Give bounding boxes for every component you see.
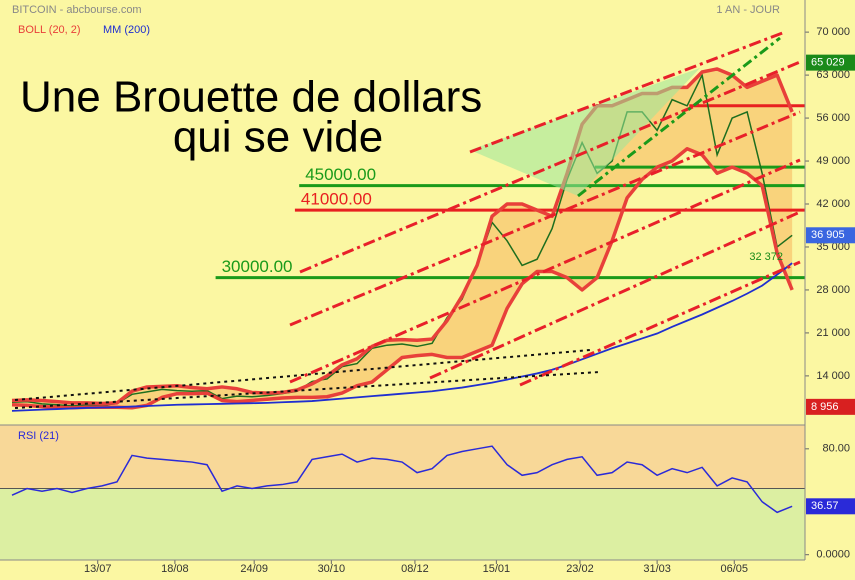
price-marker-label: 36 905	[811, 229, 845, 241]
rsi-marker	[806, 498, 855, 515]
y-tick-label: 42 000	[816, 198, 850, 210]
channel-line	[289, 158, 801, 384]
channel-line	[299, 60, 801, 274]
rsi-title: RSI (21)	[18, 430, 59, 442]
channel-line	[289, 110, 801, 327]
overlay-layer: 14 000 21 000 28 000 35 000 42 000 49 000 56 0…	[84, 26, 855, 575]
ma-label: 32 372	[749, 251, 783, 263]
price-marker	[806, 227, 855, 244]
dotted-lines	[14, 349, 601, 409]
x-tick-label: 08/12	[401, 563, 429, 575]
y-tick-label: 28 000	[816, 284, 850, 296]
x-tick-label: 31/03	[643, 563, 671, 575]
y-tick-label: 70 000	[816, 26, 850, 38]
price-marker	[806, 54, 855, 71]
chart-title: qui se vide	[173, 113, 383, 162]
x-tick-label: 30/10	[318, 563, 346, 575]
rsi-upper-zone	[0, 425, 805, 489]
x-tick-label: 13/07	[84, 563, 112, 575]
rsi-lower-zone	[0, 488, 805, 560]
x-tick-label: 18/08	[161, 563, 189, 575]
price-marker-label: 65 029	[811, 57, 845, 69]
y-tick-label: 35 000	[816, 241, 850, 253]
y-tick-label: 56 000	[816, 112, 850, 124]
y-tick-label: 14 000	[816, 370, 850, 382]
channel-lines	[289, 30, 801, 387]
rsi-line	[11, 445, 793, 514]
dotted-line	[14, 349, 591, 401]
rsi-marker-label: 36.57	[811, 500, 839, 512]
level-label: 45000.00	[305, 165, 376, 184]
channel-line	[429, 210, 801, 380]
level-label: 30000.00	[222, 257, 293, 276]
x-tick-label: 15/01	[483, 563, 511, 575]
rsi-background	[0, 425, 805, 560]
y-tick-label: 21 000	[816, 327, 850, 339]
y-tick-label: 0.0000	[816, 549, 850, 561]
legend-entry: MM (200)	[103, 24, 150, 36]
x-tick-label: 23/02	[566, 563, 594, 575]
y-tick-label: 80.00	[822, 443, 850, 455]
price-marker-label: 8 956	[811, 401, 839, 413]
price-marker	[806, 398, 855, 415]
moving-average	[11, 262, 793, 412]
channel-line	[469, 30, 786, 154]
level-label: 41000.00	[301, 190, 372, 209]
channel-line	[519, 260, 801, 387]
triangle	[470, 68, 700, 196]
y-tick-label: 63 000	[816, 69, 850, 81]
trend-line	[577, 36, 781, 198]
y-tick-label: 49 000	[816, 155, 850, 167]
chart-title: Une Brouette de dollars	[20, 73, 482, 122]
x-tick-label: 24/09	[240, 563, 268, 575]
period: 1 AN - JOUR	[716, 4, 780, 16]
x-tick-label: 06/05	[721, 563, 749, 575]
source: BITCOIN - abcbourse.com	[12, 4, 142, 16]
legend-entry: BOLL (20, 2)	[18, 24, 81, 36]
